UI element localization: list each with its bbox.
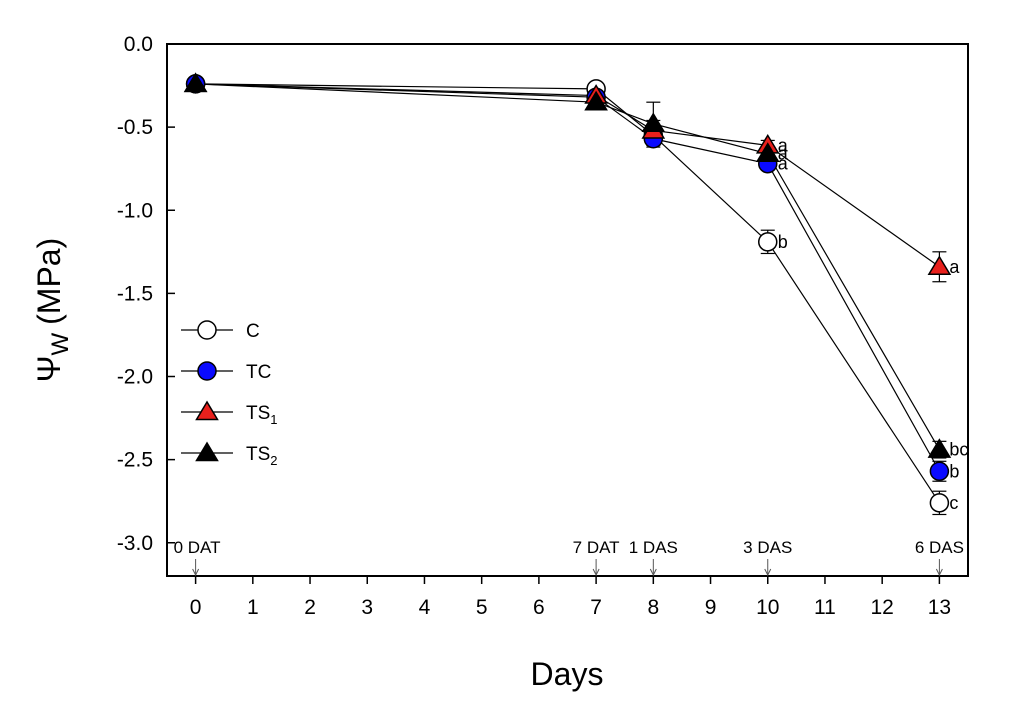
x-tick-label: 5 [476, 596, 488, 619]
legend-label: C [246, 321, 260, 342]
significance-label: b [949, 461, 959, 481]
data-point [758, 232, 778, 252]
data-point [929, 461, 950, 482]
timepoint-label: 0 DAT [174, 538, 221, 557]
y-tick-label: -0.5 [117, 116, 153, 139]
y-axis: 0.0 -0.5 -1.0 -1.5 -2.0 -2.5 -3.0 [117, 33, 175, 555]
y-axis-unit: (MPa) [31, 238, 67, 325]
data-point [641, 112, 666, 133]
series-line [195, 83, 940, 504]
legend-label: TS1 [246, 403, 278, 427]
legend-label-main: TC [246, 362, 271, 383]
data-point [183, 72, 208, 93]
data-point [927, 255, 952, 276]
legend-label-subscript: 1 [270, 412, 277, 427]
y-axis-title: ΨW (MPa) [31, 238, 74, 383]
data-point [755, 142, 780, 162]
y-tick-label: -2.0 [117, 366, 153, 389]
y-tick-label: -3.0 [117, 532, 153, 555]
x-tick-label: 7 [590, 596, 602, 619]
x-tick-label: 10 [756, 596, 779, 619]
x-tick-label: 6 [533, 596, 545, 619]
timepoint-arrow-head [192, 568, 200, 577]
significance-label: c [949, 493, 958, 513]
x-tick-label: 4 [419, 596, 431, 619]
legend-label: TC [246, 362, 271, 383]
series-line [195, 83, 940, 268]
legend-marker [197, 361, 217, 381]
x-tick-label: 9 [705, 596, 717, 619]
series-line [195, 83, 940, 472]
legend-marker [195, 400, 219, 421]
timepoint-arrow-head [764, 568, 772, 577]
significance-label: a [949, 257, 960, 277]
data-point [584, 90, 608, 111]
significance-label: a [778, 135, 789, 155]
data-point [929, 493, 950, 513]
timepoint-label: 1 DAS [629, 538, 678, 557]
legend-label-main: TS [246, 444, 270, 465]
x-tick-label: 1 [247, 596, 259, 619]
x-tick-label: 0 [190, 596, 202, 619]
x-axis-title: Days [531, 656, 604, 692]
legend-label-subscript: 2 [270, 453, 277, 468]
timepoint-arrow-head [592, 568, 600, 577]
x-tick-label: 12 [870, 596, 893, 619]
timepoint-annotations: 0 DAT 7 DAT 1 DAS 3 DAS 6 DAS [174, 538, 964, 577]
timepoint-label: 3 DAS [743, 538, 792, 557]
legend-label: TS2 [246, 444, 278, 468]
timepoint-label: 6 DAS [915, 538, 964, 557]
x-tick-label: 11 [814, 596, 836, 619]
series-line [195, 83, 940, 450]
y-tick-label: -1.5 [117, 282, 153, 305]
timepoint-label: 7 DAT [573, 538, 620, 557]
timepoint-arrow-head [935, 568, 943, 577]
plot-frame [166, 43, 969, 577]
significance-label: bc [949, 440, 968, 460]
legend-label-main: C [246, 321, 260, 342]
significance-label: a [778, 154, 789, 174]
x-axis: 0 1 2 3 4 5 6 7 8 9 10 11 12 13 [190, 576, 951, 619]
error-bars [188, 79, 947, 516]
data-point [927, 438, 952, 458]
y-tick-label: -2.5 [117, 449, 153, 472]
legend-label-main: TS [246, 403, 270, 424]
significance-label: a [778, 144, 789, 164]
significance-label: b [778, 232, 788, 252]
y-tick-label: -1.0 [117, 199, 153, 222]
x-tick-label: 8 [647, 596, 659, 619]
timepoint-arrow-head [649, 568, 657, 577]
y-axis-symbol: Ψ [31, 356, 67, 383]
x-tick-label: 2 [304, 596, 316, 619]
y-axis-subscript: W [47, 333, 74, 356]
series-lines [195, 83, 940, 504]
legend-marker [197, 320, 217, 340]
legend-marker [195, 441, 219, 462]
x-tick-label: 13 [928, 596, 951, 619]
x-tick-label: 3 [361, 596, 373, 619]
data-markers [183, 72, 952, 513]
y-tick-label: 0.0 [124, 33, 153, 56]
